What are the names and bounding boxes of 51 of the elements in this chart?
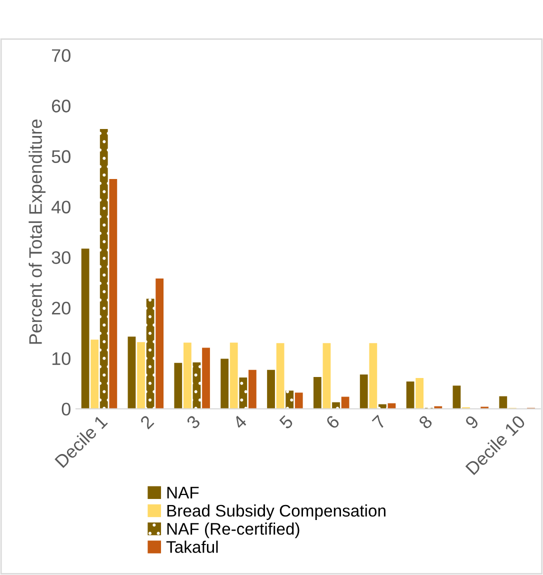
bar bbox=[90, 340, 99, 409]
bar bbox=[267, 370, 275, 409]
y-tick-label: 60 bbox=[52, 100, 70, 112]
bar bbox=[100, 128, 108, 409]
legend-label: NAF bbox=[167, 486, 199, 498]
bar bbox=[81, 248, 90, 409]
bar bbox=[248, 370, 256, 409]
bar bbox=[239, 378, 248, 409]
bar bbox=[137, 342, 145, 409]
legend-label: Takaful bbox=[166, 540, 218, 553]
bar bbox=[202, 348, 210, 409]
bar bbox=[156, 278, 164, 409]
x-tick-label: 6 bbox=[325, 414, 340, 430]
bar bbox=[294, 392, 303, 409]
y-tick-label: 20 bbox=[52, 302, 70, 315]
bar bbox=[416, 378, 424, 409]
bar bbox=[230, 342, 238, 409]
y-tick-label: 10 bbox=[52, 352, 70, 366]
bar bbox=[276, 343, 284, 409]
bar bbox=[369, 343, 378, 409]
bar bbox=[183, 342, 192, 409]
y-tick-label: 40 bbox=[51, 200, 70, 214]
y-tick-label: 0 bbox=[62, 402, 70, 416]
bar bbox=[322, 343, 331, 409]
bar bbox=[452, 386, 461, 409]
legend-label: Bread Subsidy Compensation bbox=[167, 504, 386, 520]
x-tick-label: 9 bbox=[464, 414, 480, 430]
y-tick-label: 30 bbox=[52, 251, 70, 264]
bar bbox=[146, 298, 154, 409]
bar bbox=[313, 377, 322, 409]
bar bbox=[341, 396, 350, 409]
bar bbox=[174, 362, 182, 409]
bar bbox=[192, 362, 201, 409]
x-tick-label: 4 bbox=[232, 414, 248, 430]
y-tick-label: 50 bbox=[52, 150, 70, 163]
bar bbox=[332, 402, 340, 409]
y-axis-title: Percent of Total Expenditure bbox=[28, 120, 46, 344]
bar bbox=[406, 382, 414, 409]
y-tick-label: 70 bbox=[52, 49, 70, 62]
bar bbox=[286, 390, 294, 409]
bar bbox=[109, 178, 118, 409]
x-tick-label: 7 bbox=[372, 414, 386, 430]
legend-label: NAF (Re-certified) bbox=[167, 522, 300, 538]
x-tick-label: 5 bbox=[278, 414, 294, 430]
x-tick-label: 2 bbox=[140, 414, 154, 430]
bar bbox=[499, 396, 508, 409]
x-tick-label: 3 bbox=[186, 414, 201, 430]
bar bbox=[220, 358, 229, 409]
bar bbox=[360, 374, 368, 409]
x-tick-label: 8 bbox=[418, 414, 434, 430]
bar bbox=[128, 336, 136, 409]
